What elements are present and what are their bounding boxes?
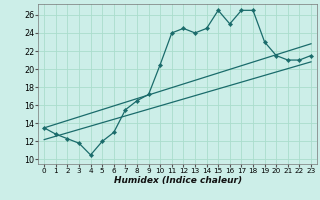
- X-axis label: Humidex (Indice chaleur): Humidex (Indice chaleur): [114, 176, 242, 185]
